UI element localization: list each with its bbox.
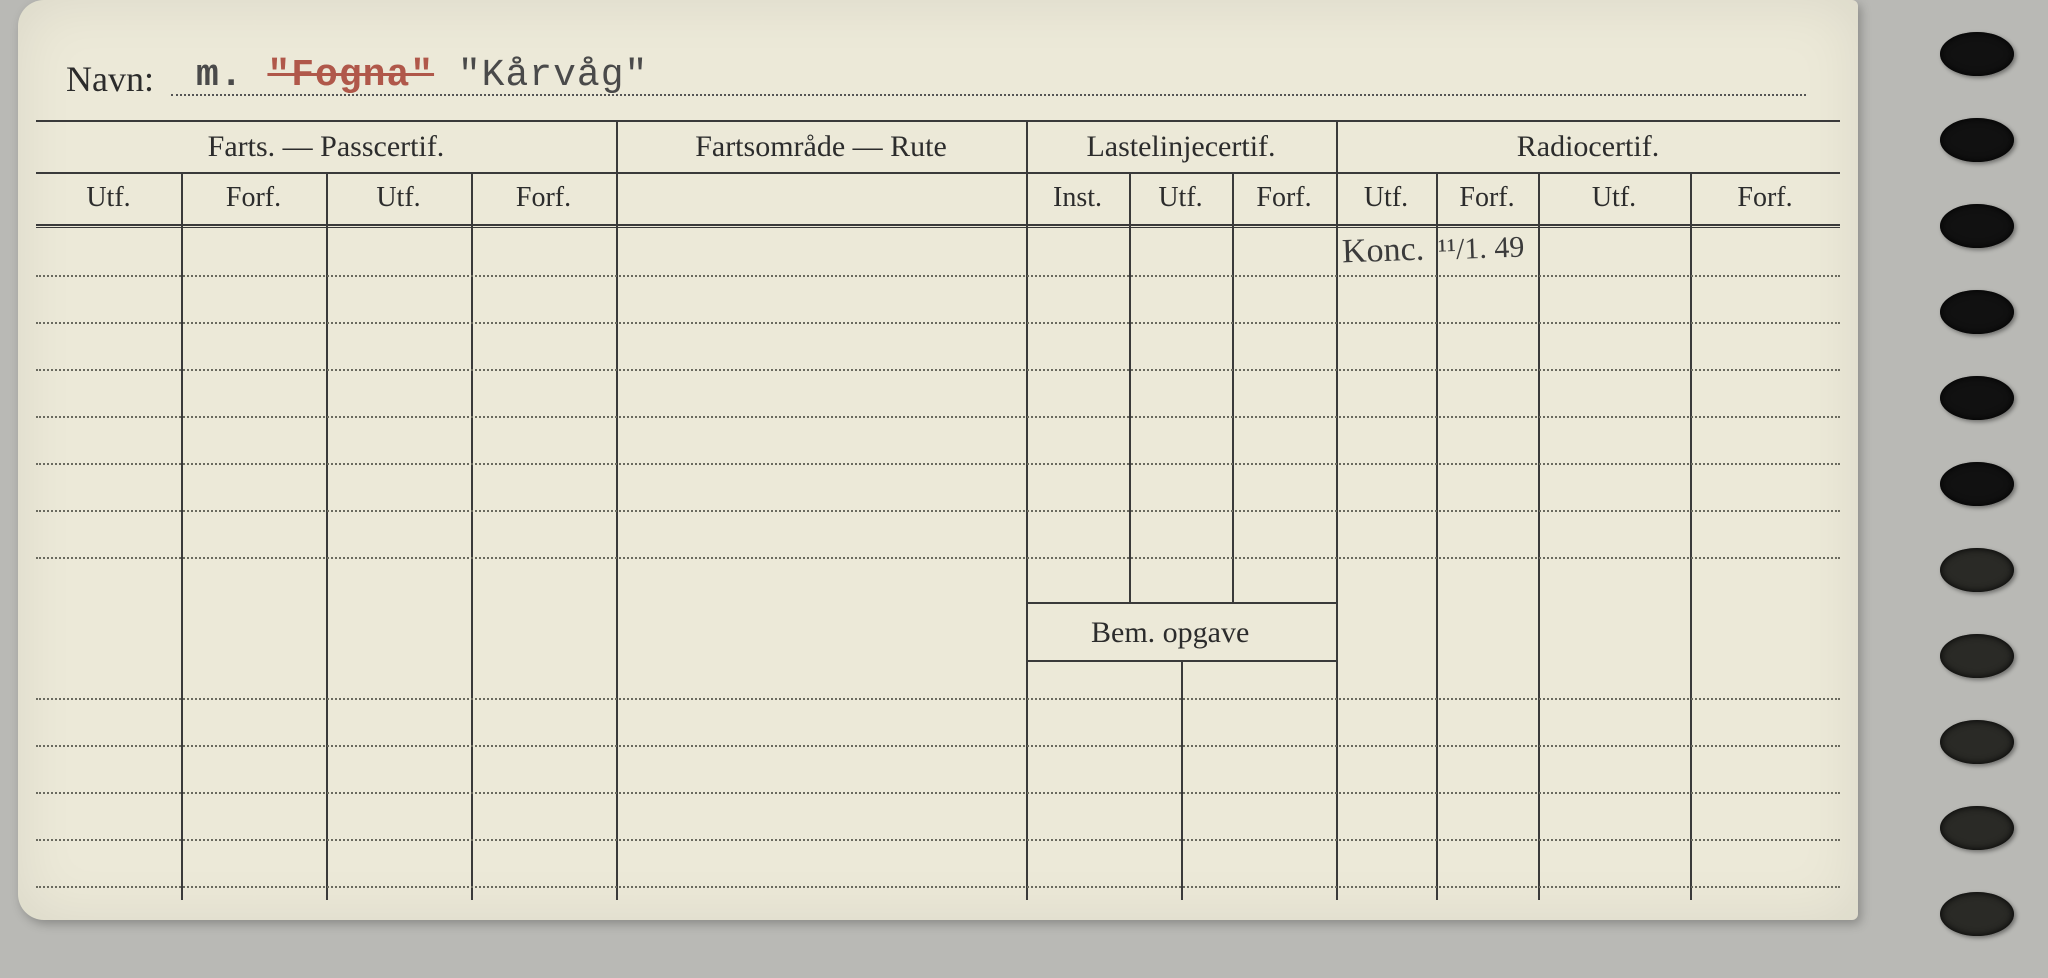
- navn-struck: "Fogna": [267, 54, 434, 97]
- sub-ll-forf: Forf.: [1232, 182, 1336, 214]
- hdr-radio: Radiocertif.: [1336, 130, 1840, 164]
- rule-top: [36, 120, 1840, 122]
- hole: [1940, 32, 2014, 76]
- dotted-row: [36, 792, 1840, 794]
- dotted-row: [36, 416, 1840, 418]
- dotted-row: [36, 463, 1840, 465]
- navn-row: Navn: m. "Fogna" "Kårvåg": [66, 48, 1806, 98]
- hole: [1940, 720, 2014, 764]
- navn-current: "Kårvåg": [458, 54, 648, 97]
- sub-ll-inst: Inst.: [1026, 182, 1129, 214]
- rule-sub: [36, 224, 1840, 226]
- hdr-lastelinje: Lastelinjecertif.: [1026, 130, 1336, 164]
- v-ll2: [1232, 172, 1234, 602]
- certificate-table: Farts. — Passcertif. Fartsområde — Rute …: [36, 120, 1840, 900]
- hole: [1940, 462, 2014, 506]
- hole: [1940, 892, 2014, 936]
- hdr-fartsomrade: Fartsområde — Rute: [616, 130, 1026, 164]
- binder-holes: [1940, 32, 2014, 978]
- sub-fp-forf1: Forf.: [181, 182, 326, 214]
- hole: [1940, 634, 2014, 678]
- bem-line-top: [1026, 602, 1336, 604]
- navn-label: Navn:: [66, 58, 154, 100]
- v-ll1: [1129, 172, 1131, 602]
- v-fp3: [471, 172, 473, 900]
- hdr-farts-pass: Farts. — Passcertif.: [36, 130, 616, 164]
- dotted-row: [36, 275, 1840, 277]
- hole: [1940, 376, 2014, 420]
- sub-fp-utf1: Utf.: [36, 182, 181, 214]
- dotted-row: [36, 839, 1840, 841]
- dotted-row: [36, 557, 1840, 559]
- dotted-row: [36, 322, 1840, 324]
- sub-rc-utf2: Utf.: [1538, 182, 1690, 214]
- sub-fp-forf2: Forf.: [471, 182, 616, 214]
- navn-prefix: m.: [196, 54, 244, 97]
- v-rc3: [1690, 172, 1692, 900]
- sub-ll-utf: Utf.: [1129, 182, 1232, 214]
- dotted-row: [36, 698, 1840, 700]
- navn-value: m. "Fogna" "Kårvåg": [196, 54, 648, 97]
- bem-vertical: [1181, 660, 1183, 900]
- sub-rc-forf1: Forf.: [1436, 182, 1538, 214]
- entry-radio-forf: ¹¹/1. 49: [1437, 231, 1524, 268]
- record-card: Navn: m. "Fogna" "Kårvåg" Farts. — Passc…: [18, 0, 1858, 920]
- hole: [1940, 548, 2014, 592]
- sub-rc-forf2: Forf.: [1690, 182, 1840, 214]
- dotted-row: [36, 886, 1840, 888]
- hole: [1940, 806, 2014, 850]
- v-fp2: [326, 172, 328, 900]
- v-rc2: [1538, 172, 1540, 900]
- entry-radio-utf: Konc.: [1341, 231, 1424, 272]
- sub-fp-utf2: Utf.: [326, 182, 471, 214]
- v-rc1: [1436, 172, 1438, 900]
- dotted-row: [36, 510, 1840, 512]
- v-fp1: [181, 172, 183, 900]
- hole: [1940, 204, 2014, 248]
- rule-mid: [36, 172, 1840, 174]
- sub-rc-utf1: Utf.: [1336, 182, 1436, 214]
- hole: [1940, 118, 2014, 162]
- rule-sub-double: [36, 227, 1840, 228]
- hole: [1940, 290, 2014, 334]
- dotted-row: [36, 369, 1840, 371]
- bem-opgave-label: Bem. opgave: [1091, 616, 1249, 650]
- dotted-row: [36, 745, 1840, 747]
